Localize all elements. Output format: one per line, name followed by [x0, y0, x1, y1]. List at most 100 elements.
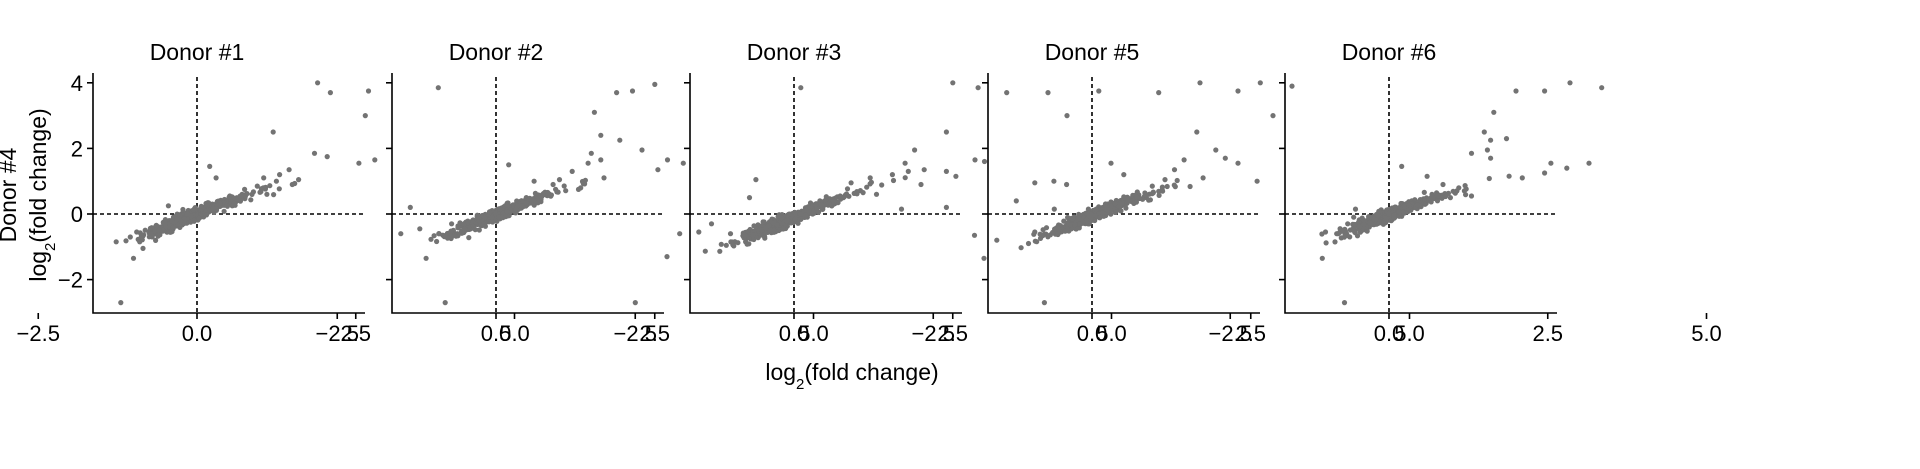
data-point: [217, 200, 223, 206]
x-tick-label: 5.0: [1691, 321, 1722, 346]
data-point: [210, 205, 216, 211]
data-point: [1072, 222, 1078, 228]
data-point: [276, 186, 282, 192]
data-point: [267, 183, 273, 189]
data-point: [1164, 183, 1170, 190]
data-point: [431, 233, 437, 239]
data-point: [1386, 211, 1392, 217]
data-point: [1124, 195, 1130, 201]
data-point: [972, 157, 978, 163]
data-point: [231, 200, 237, 206]
data-point: [461, 226, 468, 232]
data-point: [1134, 189, 1140, 195]
data-point: [844, 186, 851, 192]
data-point: [1108, 207, 1114, 213]
data-point: [1051, 206, 1057, 212]
panel-3: Donor #3 −2.5 0.0 2.5 5.0: [614, 39, 1127, 346]
data-point: [867, 175, 873, 181]
data-point: [723, 242, 729, 248]
data-point: [315, 80, 321, 86]
data-point: [142, 227, 148, 233]
data-point: [442, 300, 448, 306]
data-point: [1068, 222, 1074, 228]
data-point: [1013, 198, 1019, 204]
data-point: [531, 178, 537, 184]
data-point: [912, 147, 918, 153]
data-point: [585, 160, 591, 166]
data-point: [994, 237, 1000, 243]
data-point: [889, 172, 896, 178]
data-point: [123, 238, 129, 244]
data-point: [470, 219, 476, 225]
data-point: [1332, 239, 1338, 245]
data-point: [1108, 160, 1114, 166]
data-point: [435, 85, 441, 91]
data-point: [731, 243, 737, 249]
data-point: [476, 227, 482, 233]
data-point: [921, 167, 927, 173]
data-point: [1041, 300, 1047, 306]
data-point: [680, 160, 686, 166]
data-point: [1335, 231, 1341, 237]
data-point: [1383, 215, 1389, 221]
data-point: [1200, 175, 1206, 181]
data-point: [741, 232, 747, 238]
data-point: [184, 211, 190, 217]
data-point: [1143, 192, 1149, 198]
data-point: [569, 168, 575, 174]
data-point: [277, 172, 283, 178]
data-point: [816, 209, 822, 215]
data-point: [750, 232, 756, 238]
data-point: [746, 195, 753, 201]
data-point: [160, 227, 166, 233]
data-point: [506, 162, 512, 168]
data-point: [1429, 191, 1435, 197]
data-point: [905, 168, 911, 174]
data-point: [1341, 300, 1348, 306]
data-point: [1361, 217, 1367, 224]
x-tick-label: 0.0: [481, 321, 512, 346]
data-point: [1018, 245, 1024, 251]
data-point: [718, 241, 724, 247]
data-point: [708, 221, 715, 227]
data-point: [324, 154, 330, 160]
x-tick-label: −2.5: [17, 321, 60, 346]
x-tick-label: −2.5: [614, 321, 657, 346]
data-point: [1077, 221, 1083, 227]
data-point: [1345, 221, 1351, 227]
data-point: [1162, 177, 1168, 183]
data-point: [423, 255, 429, 261]
data-point: [1421, 189, 1427, 195]
data-point: [264, 191, 270, 197]
data-point: [1338, 235, 1344, 241]
data-point: [1406, 202, 1412, 208]
data-point: [327, 90, 333, 96]
data-point: [1181, 157, 1187, 163]
data-point: [1513, 88, 1519, 94]
data-point: [1156, 90, 1162, 96]
data-point: [1357, 223, 1363, 230]
y-tick-label: −2: [58, 268, 83, 293]
data-point: [1254, 178, 1260, 184]
data-point: [1391, 212, 1397, 218]
data-point: [1222, 155, 1228, 161]
data-point: [130, 255, 137, 261]
data-point: [614, 90, 620, 96]
data-point: [1426, 197, 1432, 203]
data-point: [1160, 188, 1166, 194]
data-point: [1400, 210, 1406, 216]
data-point: [1235, 88, 1241, 94]
data-point: [535, 200, 541, 206]
data-point: [237, 197, 243, 203]
axis-spines: [1284, 73, 1557, 314]
data-point: [1456, 185, 1462, 191]
data-point: [1370, 221, 1376, 228]
data-point: [767, 227, 774, 233]
data-point: [496, 214, 502, 220]
data-point: [448, 234, 455, 240]
data-point: [902, 175, 908, 181]
data-point: [873, 191, 880, 197]
data-point: [1375, 212, 1381, 219]
data-point: [289, 181, 295, 188]
data-point: [476, 215, 482, 221]
